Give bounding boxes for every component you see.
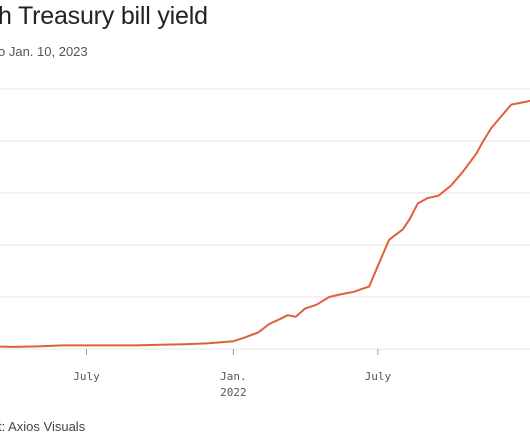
- gridlines: [0, 88, 530, 350]
- chart-subtitle: o Jan. 10, 2023: [0, 44, 88, 59]
- x-tick-label-0: July: [73, 370, 100, 383]
- x-tick-label-2: July: [365, 370, 392, 383]
- series-line: [0, 99, 530, 348]
- x-tick-label-1: Jan.: [220, 370, 247, 383]
- chart-source: t: Axios Visuals: [0, 419, 86, 434]
- chart-title: h Treasury bill yield: [0, 2, 208, 30]
- x-axis-ticks: July Jan. 2022 July: [73, 349, 392, 399]
- x-tick-sublabel-1: 2022: [220, 386, 247, 399]
